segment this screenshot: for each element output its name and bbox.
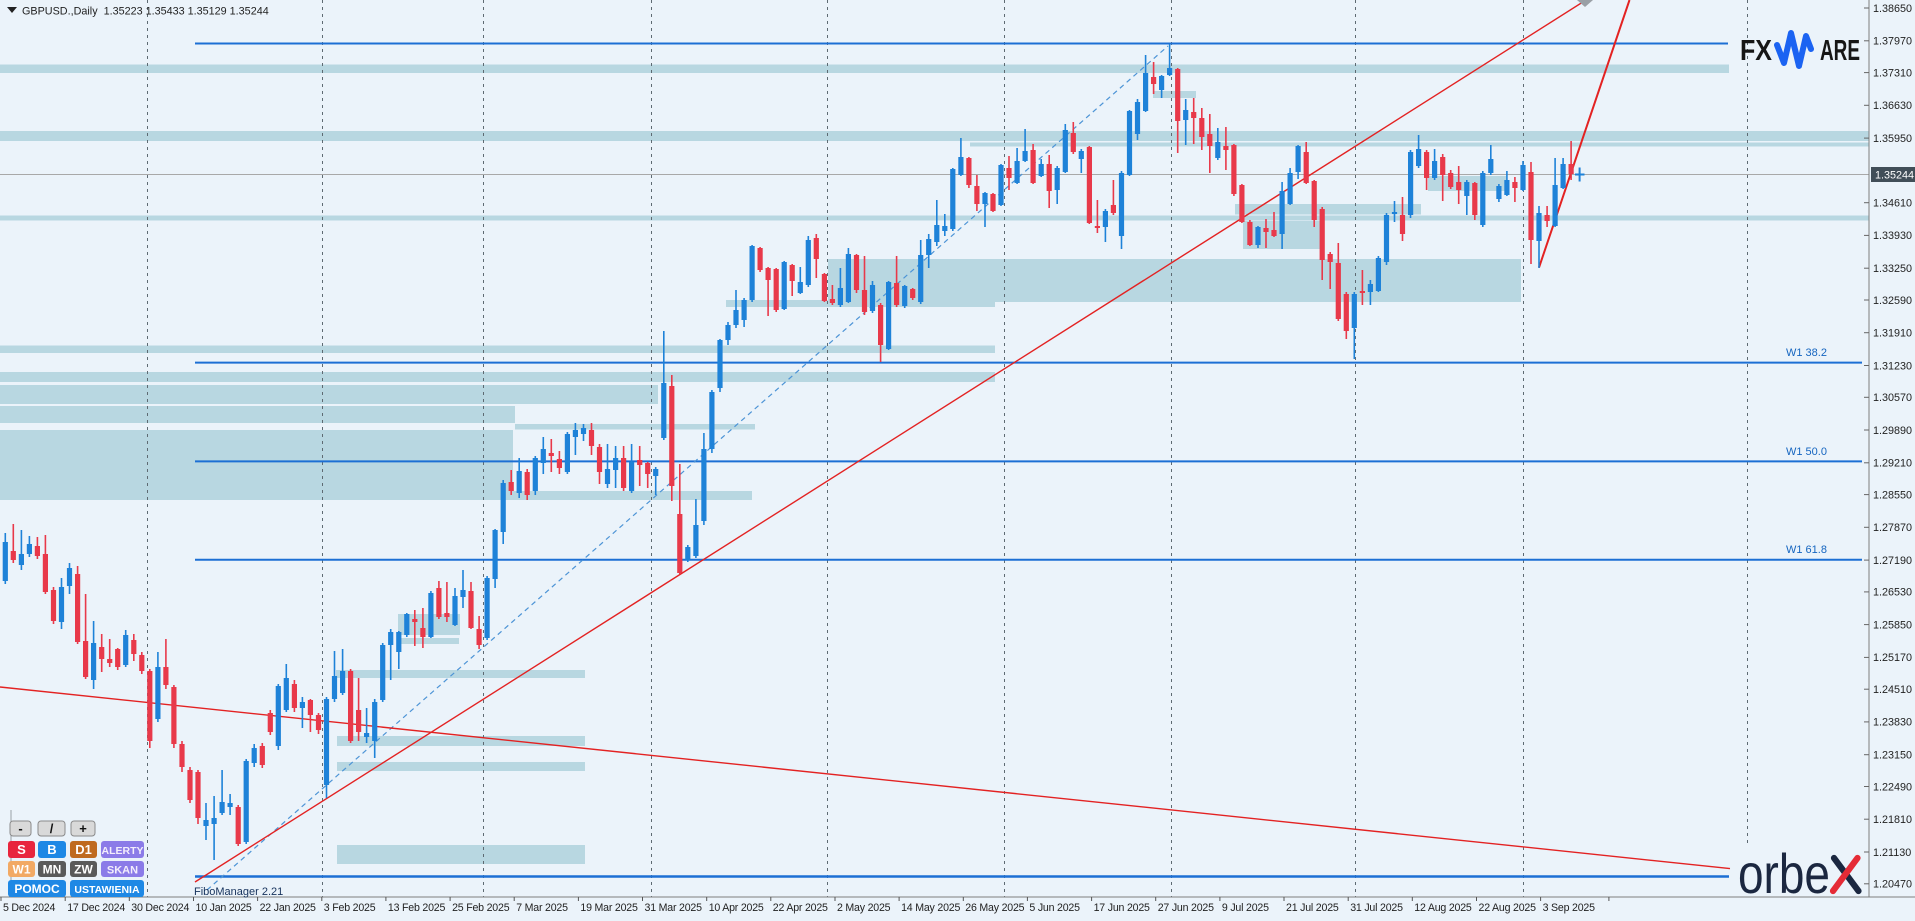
svg-text:B: B — [47, 842, 56, 857]
svg-text:7 Mar 2025: 7 Mar 2025 — [516, 902, 568, 914]
svg-text:21 Jul 2025: 21 Jul 2025 — [1286, 902, 1339, 914]
svg-text:1.35950: 1.35950 — [1873, 133, 1912, 145]
svg-text:10 Apr 2025: 10 Apr 2025 — [709, 902, 764, 914]
svg-text:W1: W1 — [13, 863, 31, 877]
svg-text:22 Jan 2025: 22 Jan 2025 — [260, 902, 316, 914]
svg-text:/: / — [50, 821, 54, 836]
svg-text:10 Jan 2025: 10 Jan 2025 — [196, 902, 252, 914]
svg-text:1.29210: 1.29210 — [1873, 458, 1912, 470]
svg-text:1.31910: 1.31910 — [1873, 328, 1912, 340]
svg-text:5 Dec 2024: 5 Dec 2024 — [3, 902, 55, 914]
svg-text:1.31230: 1.31230 — [1873, 360, 1912, 372]
svg-text:+: + — [79, 821, 87, 836]
svg-text:-: - — [18, 821, 22, 836]
svg-text:1.32590: 1.32590 — [1873, 295, 1912, 307]
svg-text:12 Aug 2025: 12 Aug 2025 — [1414, 902, 1472, 914]
svg-text:1.21130: 1.21130 — [1873, 847, 1911, 859]
svg-text:1.25170: 1.25170 — [1873, 652, 1912, 664]
svg-text:1.29890: 1.29890 — [1873, 425, 1912, 437]
svg-text:17 Dec 2024: 17 Dec 2024 — [67, 902, 125, 914]
svg-text:1.33250: 1.33250 — [1873, 263, 1912, 275]
svg-text:ARE: ARE — [1820, 35, 1860, 67]
svg-text:9 Jul 2025: 9 Jul 2025 — [1222, 902, 1269, 914]
svg-text:1.34610: 1.34610 — [1873, 198, 1912, 210]
svg-text:W1 61.8: W1 61.8 — [1786, 544, 1827, 556]
svg-text:orbe: orbe — [1738, 842, 1830, 905]
svg-text:1.23830: 1.23830 — [1873, 717, 1912, 729]
svg-text:1.25850: 1.25850 — [1873, 619, 1912, 631]
svg-text:POMOC: POMOC — [14, 882, 60, 896]
svg-text:27 Jun 2025: 27 Jun 2025 — [1158, 902, 1214, 914]
svg-text:25 Feb 2025: 25 Feb 2025 — [452, 902, 510, 914]
svg-text:FiboManager 2.21: FiboManager 2.21 — [194, 886, 283, 898]
svg-text:2 May 2025: 2 May 2025 — [837, 902, 891, 914]
svg-text:1.35244: 1.35244 — [1875, 170, 1914, 182]
svg-text:26 May 2025: 26 May 2025 — [965, 902, 1024, 914]
svg-text:1.20470: 1.20470 — [1873, 879, 1912, 891]
svg-text:1.21810: 1.21810 — [1873, 814, 1912, 826]
svg-text:ALERTY: ALERTY — [102, 845, 144, 857]
svg-text:31 Jul 2025: 31 Jul 2025 — [1350, 902, 1403, 914]
svg-text:22 Aug 2025: 22 Aug 2025 — [1479, 902, 1537, 914]
svg-text:W1 38.2: W1 38.2 — [1786, 347, 1827, 359]
svg-text:19 Mar 2025: 19 Mar 2025 — [580, 902, 638, 914]
svg-text:1.33930: 1.33930 — [1873, 230, 1912, 242]
svg-text:ZW: ZW — [74, 863, 93, 877]
svg-text:3 Sep 2025: 3 Sep 2025 — [1543, 902, 1596, 914]
svg-text:1.23150: 1.23150 — [1873, 750, 1912, 762]
svg-text:1.30570: 1.30570 — [1873, 392, 1912, 404]
svg-text:1.27870: 1.27870 — [1873, 522, 1912, 534]
svg-text:USTAWIENIA: USTAWIENIA — [74, 884, 140, 896]
svg-text:GBPUSD.,Daily 1.35223 1.35433: GBPUSD.,Daily 1.35223 1.35433 1.35129 1.… — [22, 6, 269, 18]
svg-text:17 Jun 2025: 17 Jun 2025 — [1094, 902, 1150, 914]
svg-text:1.24510: 1.24510 — [1873, 684, 1912, 696]
svg-text:S: S — [17, 842, 26, 857]
svg-text:1.27190: 1.27190 — [1873, 555, 1912, 567]
svg-text:1.36630: 1.36630 — [1873, 100, 1912, 112]
svg-text:5 Jun 2025: 5 Jun 2025 — [1029, 902, 1080, 914]
svg-text:D1: D1 — [75, 842, 92, 857]
svg-text:1.38650: 1.38650 — [1873, 3, 1912, 15]
svg-text:14 May 2025: 14 May 2025 — [901, 902, 960, 914]
svg-text:W1 50.0: W1 50.0 — [1786, 446, 1827, 458]
svg-text:31 Mar 2025: 31 Mar 2025 — [645, 902, 703, 914]
svg-text:1.22490: 1.22490 — [1873, 781, 1912, 793]
svg-text:1.37970: 1.37970 — [1873, 36, 1912, 48]
svg-text:13 Feb 2025: 13 Feb 2025 — [388, 902, 446, 914]
svg-text:1.26530: 1.26530 — [1873, 587, 1912, 599]
svg-text:30 Dec 2024: 30 Dec 2024 — [131, 902, 189, 914]
svg-text:22 Apr 2025: 22 Apr 2025 — [773, 902, 828, 914]
svg-text:1.37310: 1.37310 — [1873, 67, 1912, 79]
svg-text:MN: MN — [43, 863, 62, 877]
svg-text:3 Feb 2025: 3 Feb 2025 — [324, 902, 376, 914]
svg-text:SKAN: SKAN — [107, 865, 138, 877]
svg-text:FX: FX — [1740, 35, 1773, 67]
svg-text:1.28550: 1.28550 — [1873, 489, 1912, 501]
